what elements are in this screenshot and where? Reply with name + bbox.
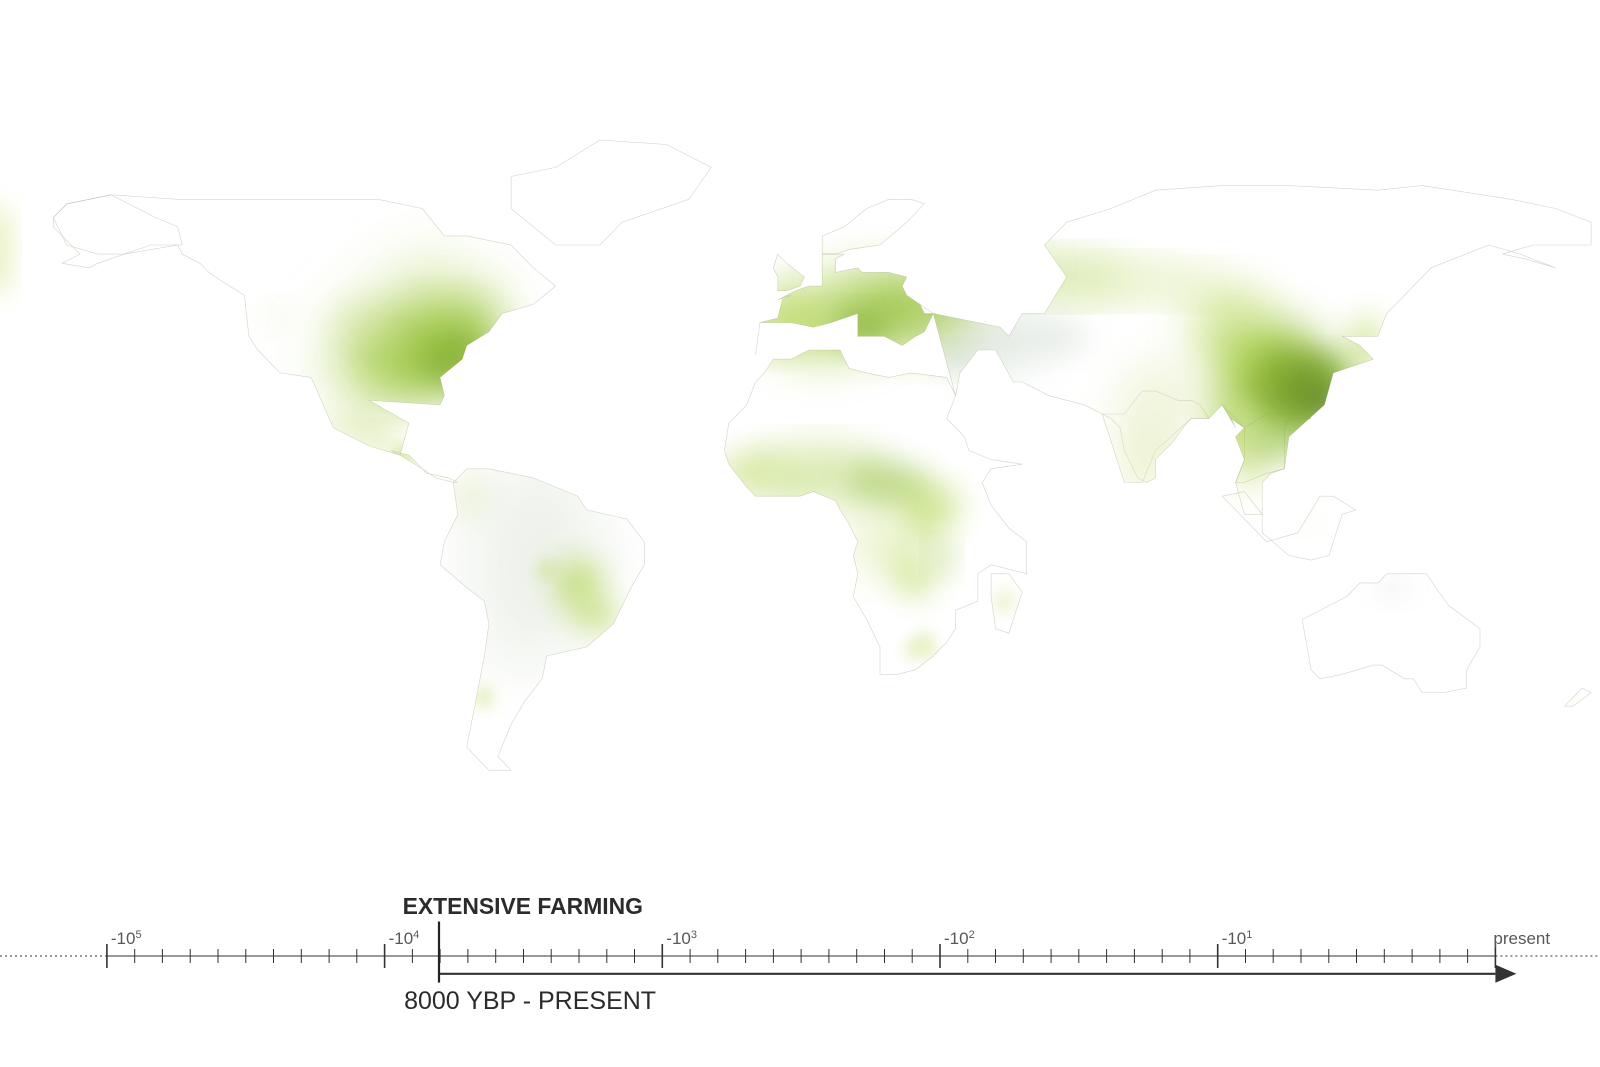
svg-text:8000 YBP - PRESENT: 8000 YBP - PRESENT	[404, 987, 656, 1015]
svg-text:EXTENSIVE FARMING: EXTENSIVE FARMING	[403, 893, 643, 919]
svg-text:present: present	[1493, 929, 1550, 948]
